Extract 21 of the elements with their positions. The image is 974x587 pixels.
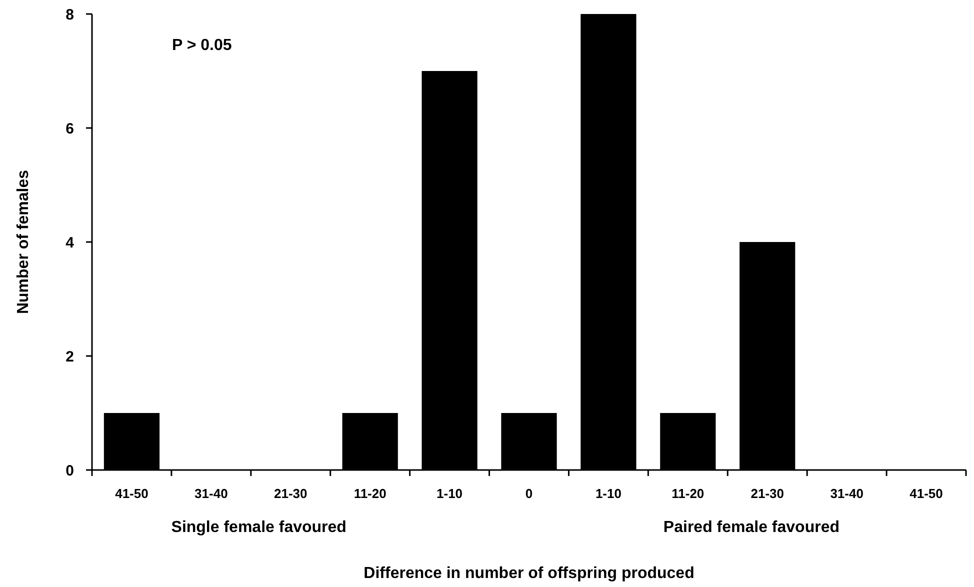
text: Single female favoured (171, 519, 346, 536)
text: Paired female favoured (663, 519, 840, 536)
y-tick-label: 8 (66, 6, 74, 24)
x-tick-label: 0 (525, 486, 533, 501)
y-tick-label: 2 (66, 348, 74, 366)
x-tick-label: 1-10 (436, 486, 463, 501)
x-tick-label: 21-30 (750, 486, 784, 501)
x-tick-label: 1-10 (595, 486, 622, 501)
x-tick-label: 31-40 (830, 486, 864, 501)
y-tick-label: 0 (66, 462, 74, 480)
x-tick-label: 31-40 (194, 486, 228, 501)
y-axis-title: Number of females (15, 170, 32, 314)
x-tick-label: 11-20 (672, 486, 704, 501)
y-tick-label: 4 (66, 234, 75, 252)
x-tick-label: 41-50 (115, 486, 148, 501)
x-tick-label: 11-20 (354, 486, 386, 501)
x-axis-title: Difference in number of offspring produced (364, 565, 694, 582)
y-tick-label: 6 (66, 120, 74, 138)
x-tick-label: 41-50 (910, 486, 943, 501)
annotation: P > 0.05 (172, 37, 232, 54)
x-tick-label: 21-30 (274, 486, 308, 501)
